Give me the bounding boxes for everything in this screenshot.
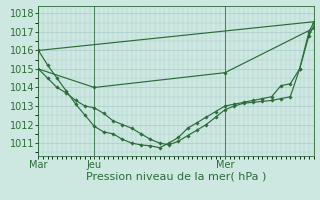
X-axis label: Pression niveau de la mer( hPa ): Pression niveau de la mer( hPa )	[86, 172, 266, 182]
